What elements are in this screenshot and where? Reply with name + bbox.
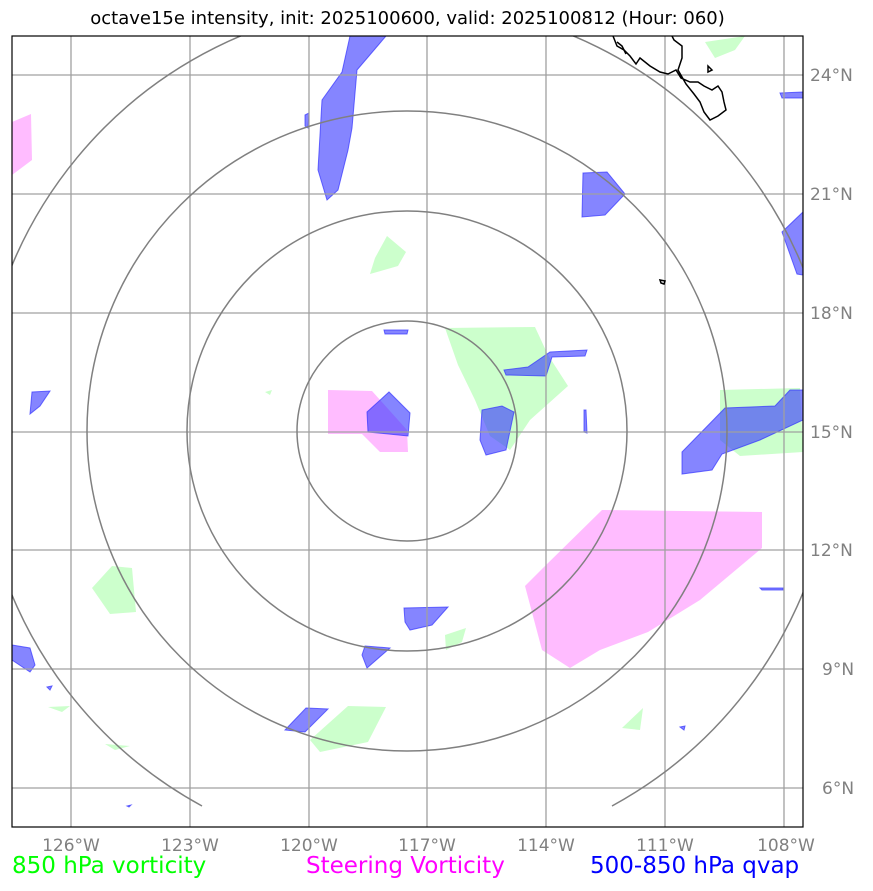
lon-tick-label: 126°W (42, 836, 100, 856)
coastline-baja (612, 36, 727, 121)
lon-tick-label: 117°W (398, 836, 456, 856)
vorticity-850-area (445, 628, 466, 650)
qvap-area (283, 707, 330, 733)
qvap-area (29, 390, 51, 416)
coastline (612, 36, 727, 285)
lon-tick-label: 111°W (636, 836, 694, 856)
legend-steering-vorticity: Steering Vorticity (306, 853, 505, 879)
lon-tick-label: 123°W (161, 836, 219, 856)
lat-tick-label: 9°N (822, 660, 854, 680)
vorticity-850-area (92, 566, 136, 614)
range-ring-3 (86, 110, 728, 752)
vorticity-850-layer (48, 36, 803, 752)
vorticity-850-area (622, 708, 643, 730)
qvap-area (12, 644, 36, 673)
range-ring-1 (296, 320, 518, 542)
plot-frame (11, 35, 804, 828)
lat-tick-label: 18°N (810, 304, 853, 324)
vorticity-850-area (705, 36, 745, 58)
lon-tick-label: 114°W (517, 836, 575, 856)
qvap-area (403, 606, 450, 631)
range-rings (12, 36, 803, 807)
steering-vorticity-area (12, 114, 32, 175)
legend-qvap: 500-850 hPa qvap (590, 853, 800, 879)
lat-tick-label: 15°N (810, 423, 853, 443)
qvap-area (479, 405, 515, 456)
coastline-islet (707, 64, 714, 74)
vorticity-850-area (105, 744, 130, 750)
latitude-tick-labels: 24°N 21°N 18°N 15°N 12°N 9°N 6°N (810, 66, 854, 799)
qvap-area (779, 91, 803, 99)
vorticity-850-area (265, 390, 272, 395)
qvap-layer (12, 36, 803, 808)
qvap-area (366, 391, 411, 437)
qvap-area (758, 587, 784, 591)
qvap-area (678, 725, 686, 731)
qvap-area (304, 112, 310, 129)
legend-850-vorticity: 850 hPa vorticity (12, 853, 207, 879)
qvap-area (45, 685, 53, 691)
qvap-area (317, 36, 387, 201)
lat-tick-label: 6°N (822, 779, 854, 799)
qvap-area (125, 804, 133, 808)
lon-tick-label: 108°W (757, 836, 815, 856)
range-ring-4 (12, 36, 803, 807)
qvap-area (583, 409, 588, 434)
range-ring-2 (186, 210, 628, 652)
lat-tick-label: 24°N (810, 66, 853, 86)
coastline-islet (658, 279, 666, 285)
vorticity-850-area (445, 327, 568, 450)
coastline-islet (616, 41, 627, 55)
qvap-area (383, 329, 409, 335)
vorticity-850-area (48, 706, 70, 712)
vorticity-850-area (310, 706, 386, 752)
graticule (12, 36, 803, 827)
lon-tick-label: 120°W (280, 836, 338, 856)
qvap-area (361, 645, 392, 669)
longitude-tick-labels: 126°W 123°W 120°W 117°W 114°W 111°W 108°… (42, 836, 815, 856)
lat-tick-label: 12°N (810, 541, 853, 561)
vorticity-850-area (370, 236, 406, 274)
map-title: octave15e intensity, init: 2025100600, v… (90, 8, 725, 29)
lat-tick-label: 21°N (810, 185, 853, 205)
